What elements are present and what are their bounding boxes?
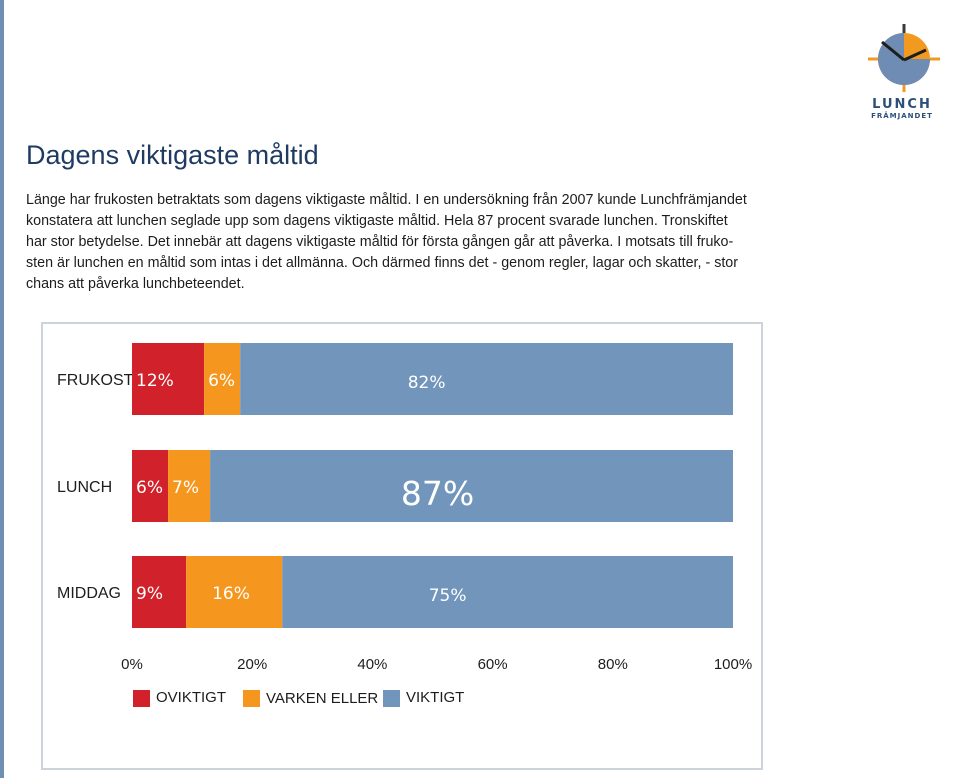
bar-segment [132, 450, 169, 522]
logo-word: LUNCH [872, 97, 932, 112]
intro-line: chans att påverka lunchbeteendet. [26, 276, 245, 292]
bar-segment [210, 450, 733, 522]
intro-line: Länge har frukosten betraktats som dagen… [26, 192, 747, 208]
legend-label: VIKTIGT [406, 689, 465, 706]
bar-segment [282, 556, 733, 628]
category-label: MIDDAG [57, 585, 121, 602]
bar-segment [168, 450, 211, 522]
intro-line: har stor betydelse. Det innebär att dage… [26, 234, 734, 250]
legend-swatch [243, 690, 260, 707]
data-label: 82% [408, 373, 446, 393]
logo-subword: FRÄMJANDET [871, 112, 933, 120]
data-label: 87% [401, 474, 474, 513]
legend-label: VARKEN ELLER [266, 690, 379, 707]
left-accent-rule [0, 0, 4, 778]
bar-segment [186, 556, 283, 628]
bar-segment [240, 343, 733, 415]
data-label: 9% [136, 584, 163, 604]
x-tick-label: 80% [598, 656, 628, 673]
intro-line: konstatera att lunchen seglade upp som d… [26, 213, 728, 229]
data-label: 16% [212, 584, 250, 604]
lunchframjandet-logo: LUNCH FRÄMJANDET [860, 20, 944, 125]
chart-frame [41, 322, 763, 770]
data-label: 7% [172, 478, 199, 498]
data-label: 6% [136, 478, 163, 498]
data-label: 75% [429, 586, 467, 606]
x-tick-label: 0% [121, 656, 143, 673]
legend-swatch [383, 690, 400, 707]
x-tick-label: 100% [714, 656, 752, 673]
intro-line: sten är lunchen en måltid som intas i de… [26, 255, 739, 271]
bar-segment [132, 343, 205, 415]
category-label: LUNCH [57, 479, 112, 496]
page-title: Dagens viktigaste måltid [26, 140, 319, 170]
x-tick-label: 40% [357, 656, 387, 673]
legend-swatch [133, 690, 150, 707]
x-tick-label: 20% [237, 656, 267, 673]
bar-segment [204, 343, 241, 415]
intro-paragraph: Länge har frukosten betraktats som dagen… [26, 190, 796, 295]
bar-segment [132, 556, 187, 628]
x-tick-label: 60% [478, 656, 508, 673]
legend-label: OVIKTIGT [156, 689, 227, 706]
data-label: 12% [136, 371, 174, 391]
clock-icon [868, 24, 940, 92]
category-label: FRUKOST [57, 372, 134, 389]
data-label: 6% [208, 371, 235, 391]
